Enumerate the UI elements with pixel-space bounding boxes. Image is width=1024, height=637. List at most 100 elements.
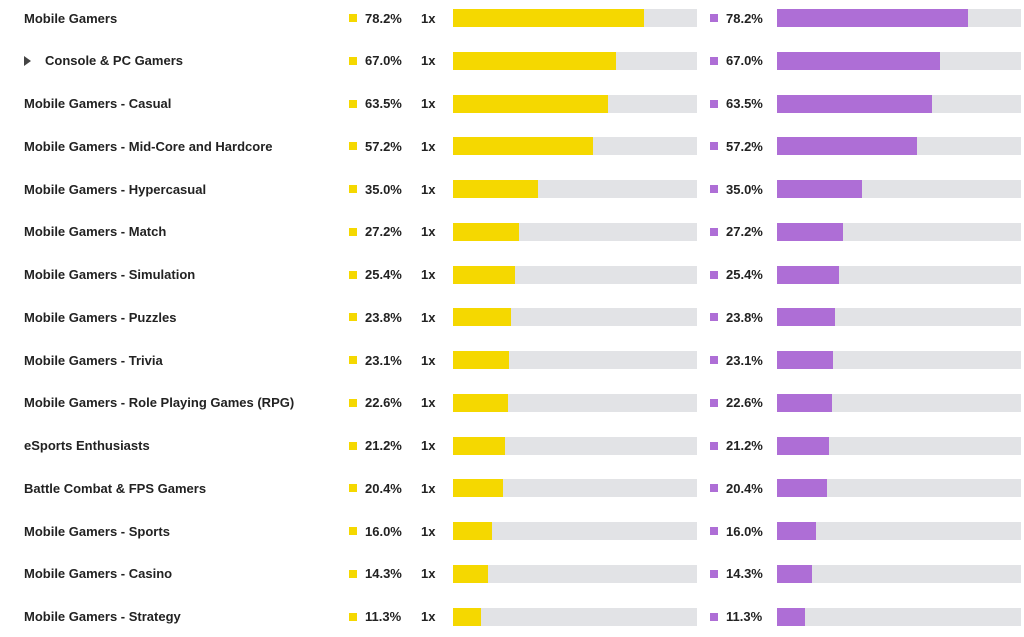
table-row[interactable]: Mobile Gamers - Puzzles 23.8% 1x 23.8%: [0, 297, 1024, 337]
series-b-bar-fill: [777, 479, 827, 498]
index-multiplier: 1x: [421, 181, 436, 197]
series-b-bar-track: [777, 351, 1021, 369]
table-row[interactable]: eSports Enthusiasts 21.2% 1x 21.2%: [0, 426, 1024, 466]
table-row[interactable]: Mobile Gamers - Casino 14.3% 1x 14.3%: [0, 554, 1024, 594]
series-a-bar-fill: [453, 180, 539, 198]
series-a-swatch-icon: [349, 313, 357, 322]
series-b-swatch-icon: [710, 185, 718, 193]
segment-label: Console & PC Gamers: [45, 53, 183, 69]
series-b-percent: 78.2%: [726, 10, 763, 26]
series-b-bar-fill: [777, 308, 836, 327]
series-a-bar-fill: [453, 351, 510, 369]
segment-label-cell: Mobile Gamers - Trivia: [24, 340, 163, 380]
series-a-percent: 22.6%: [365, 395, 402, 411]
series-a-bar-track: [453, 9, 697, 27]
series-a-percent: 27.2%: [365, 224, 402, 240]
index-multiplier: 1x: [421, 523, 436, 539]
segment-label: Mobile Gamers - Trivia: [24, 352, 163, 368]
table-row[interactable]: Mobile Gamers - Role Playing Games (RPG)…: [0, 383, 1024, 423]
index-multiplier: 1x: [421, 138, 436, 154]
table-row[interactable]: Mobile Gamers - Match 27.2% 1x 27.2%: [0, 212, 1024, 252]
segment-label-cell: Mobile Gamers - Role Playing Games (RPG): [24, 383, 294, 423]
series-a-bar-track: [453, 564, 697, 583]
table-row[interactable]: Mobile Gamers - Strategy 11.3% 1x 11.3%: [0, 597, 1024, 637]
series-b-percent: 16.0%: [726, 523, 763, 539]
series-b-percent: 27.2%: [726, 224, 763, 240]
segment-label-cell: Mobile Gamers - Mid-Core and Hardcore: [24, 126, 273, 166]
series-b-swatch-icon: [710, 441, 718, 450]
series-a-bar-track: [453, 607, 697, 626]
series-b-percent: 63.5%: [726, 96, 763, 111]
series-b-percent: 21.2%: [726, 438, 763, 453]
series-b-bar-fill: [777, 564, 812, 583]
series-b-bar-fill: [777, 94, 932, 113]
table-row[interactable]: Mobile Gamers - Simulation 25.4% 1x 25.4%: [0, 255, 1024, 295]
segment-label-cell: Mobile Gamers - Strategy: [24, 597, 181, 637]
series-a-bar-track: [453, 222, 697, 241]
series-a-bar-fill: [453, 308, 512, 327]
series-a-swatch-icon: [349, 99, 357, 108]
segment-label-cell: eSports Enthusiasts: [24, 426, 150, 466]
index-multiplier: 1x: [421, 438, 436, 453]
segment-label: Mobile Gamers - Sports: [24, 523, 170, 539]
segment-label: Battle Combat & FPS Gamers: [24, 480, 207, 496]
expand-triangle-icon[interactable]: [24, 55, 31, 66]
series-b-swatch-icon: [710, 270, 718, 279]
series-a-bar-fill: [453, 522, 493, 540]
series-a-bar-track: [453, 522, 697, 540]
table-row[interactable]: Mobile Gamers - Sports 16.0% 1x 16.0%: [0, 511, 1024, 551]
series-a-bar-track: [453, 479, 697, 498]
segment-label: Mobile Gamers - Simulation: [24, 267, 196, 282]
series-b-percent: 22.6%: [726, 395, 763, 411]
segment-label: Mobile Gamers - Role Playing Games (RPG): [24, 395, 295, 411]
series-a-bar-track: [453, 180, 697, 198]
series-a-percent: 11.3%: [365, 609, 402, 624]
series-b-bar-fill: [777, 436, 829, 455]
segment-label-cell: Console & PC Gamers: [24, 41, 183, 81]
series-b-bar-fill: [777, 393, 833, 412]
series-b-percent: 20.4%: [726, 480, 763, 496]
series-b-swatch-icon: [710, 398, 718, 407]
segment-label-cell: Mobile Gamers - Casual: [24, 84, 171, 124]
index-multiplier: 1x: [421, 267, 436, 282]
series-a-bar-fill: [453, 564, 488, 583]
index-multiplier: 1x: [421, 224, 436, 240]
series-b-bar-track: [777, 222, 1021, 241]
table-row[interactable]: Mobile Gamers - Casual 63.5% 1x 63.5%: [0, 84, 1024, 124]
table-row[interactable]: Mobile Gamers - Mid-Core and Hardcore 57.…: [0, 126, 1024, 166]
table-row[interactable]: Mobile Gamers - Hypercasual 35.0% 1x 35.0%: [0, 169, 1024, 209]
segment-label: Mobile Gamers - Hypercasual: [24, 181, 207, 197]
table-row[interactable]: Battle Combat & FPS Gamers 20.4% 1x 20.4%: [0, 468, 1024, 508]
series-a-bar-fill: [453, 51, 617, 70]
series-a-bar-fill: [453, 222, 520, 241]
table-row[interactable]: Mobile Gamers - Trivia 23.1% 1x 23.1%: [0, 340, 1024, 380]
series-a-percent: 35.0%: [365, 181, 402, 197]
series-b-swatch-icon: [710, 313, 718, 322]
series-a-swatch-icon: [349, 227, 357, 236]
series-a-percent: 23.8%: [365, 309, 402, 325]
table-row[interactable]: Console & PC Gamers 67.0% 1x 67.0%: [0, 41, 1024, 81]
index-multiplier: 1x: [421, 566, 436, 582]
series-b-swatch-icon: [710, 227, 718, 236]
segment-label-cell: Mobile Gamers - Sports: [24, 511, 170, 551]
series-b-swatch-icon: [710, 14, 718, 22]
index-multiplier: 1x: [421, 609, 436, 624]
series-a-bar-fill: [453, 479, 503, 498]
series-b-bar-track: [777, 137, 1021, 156]
series-a-swatch-icon: [349, 185, 357, 193]
series-b-bar-track: [777, 393, 1021, 412]
series-b-bar-track: [777, 9, 1021, 27]
segment-label: Mobile Gamers - Mid-Core and Hardcore: [24, 138, 273, 154]
series-a-swatch-icon: [349, 527, 357, 535]
series-b-bar-fill: [777, 351, 834, 369]
segment-label-cell: Mobile Gamers - Simulation: [24, 255, 195, 295]
segment-label-cell: Mobile Gamers - Puzzles: [24, 297, 176, 337]
series-a-percent: 63.5%: [365, 96, 402, 111]
series-a-bar-fill: [453, 9, 644, 27]
segment-label-cell: Mobile Gamers - Match: [24, 212, 166, 252]
series-b-bar-fill: [777, 180, 863, 198]
table-row[interactable]: Mobile Gamers 78.2% 1x 78.2%: [0, 0, 1024, 38]
series-b-bar-track: [777, 308, 1021, 327]
segment-label: Mobile Gamers - Casino: [24, 566, 173, 582]
